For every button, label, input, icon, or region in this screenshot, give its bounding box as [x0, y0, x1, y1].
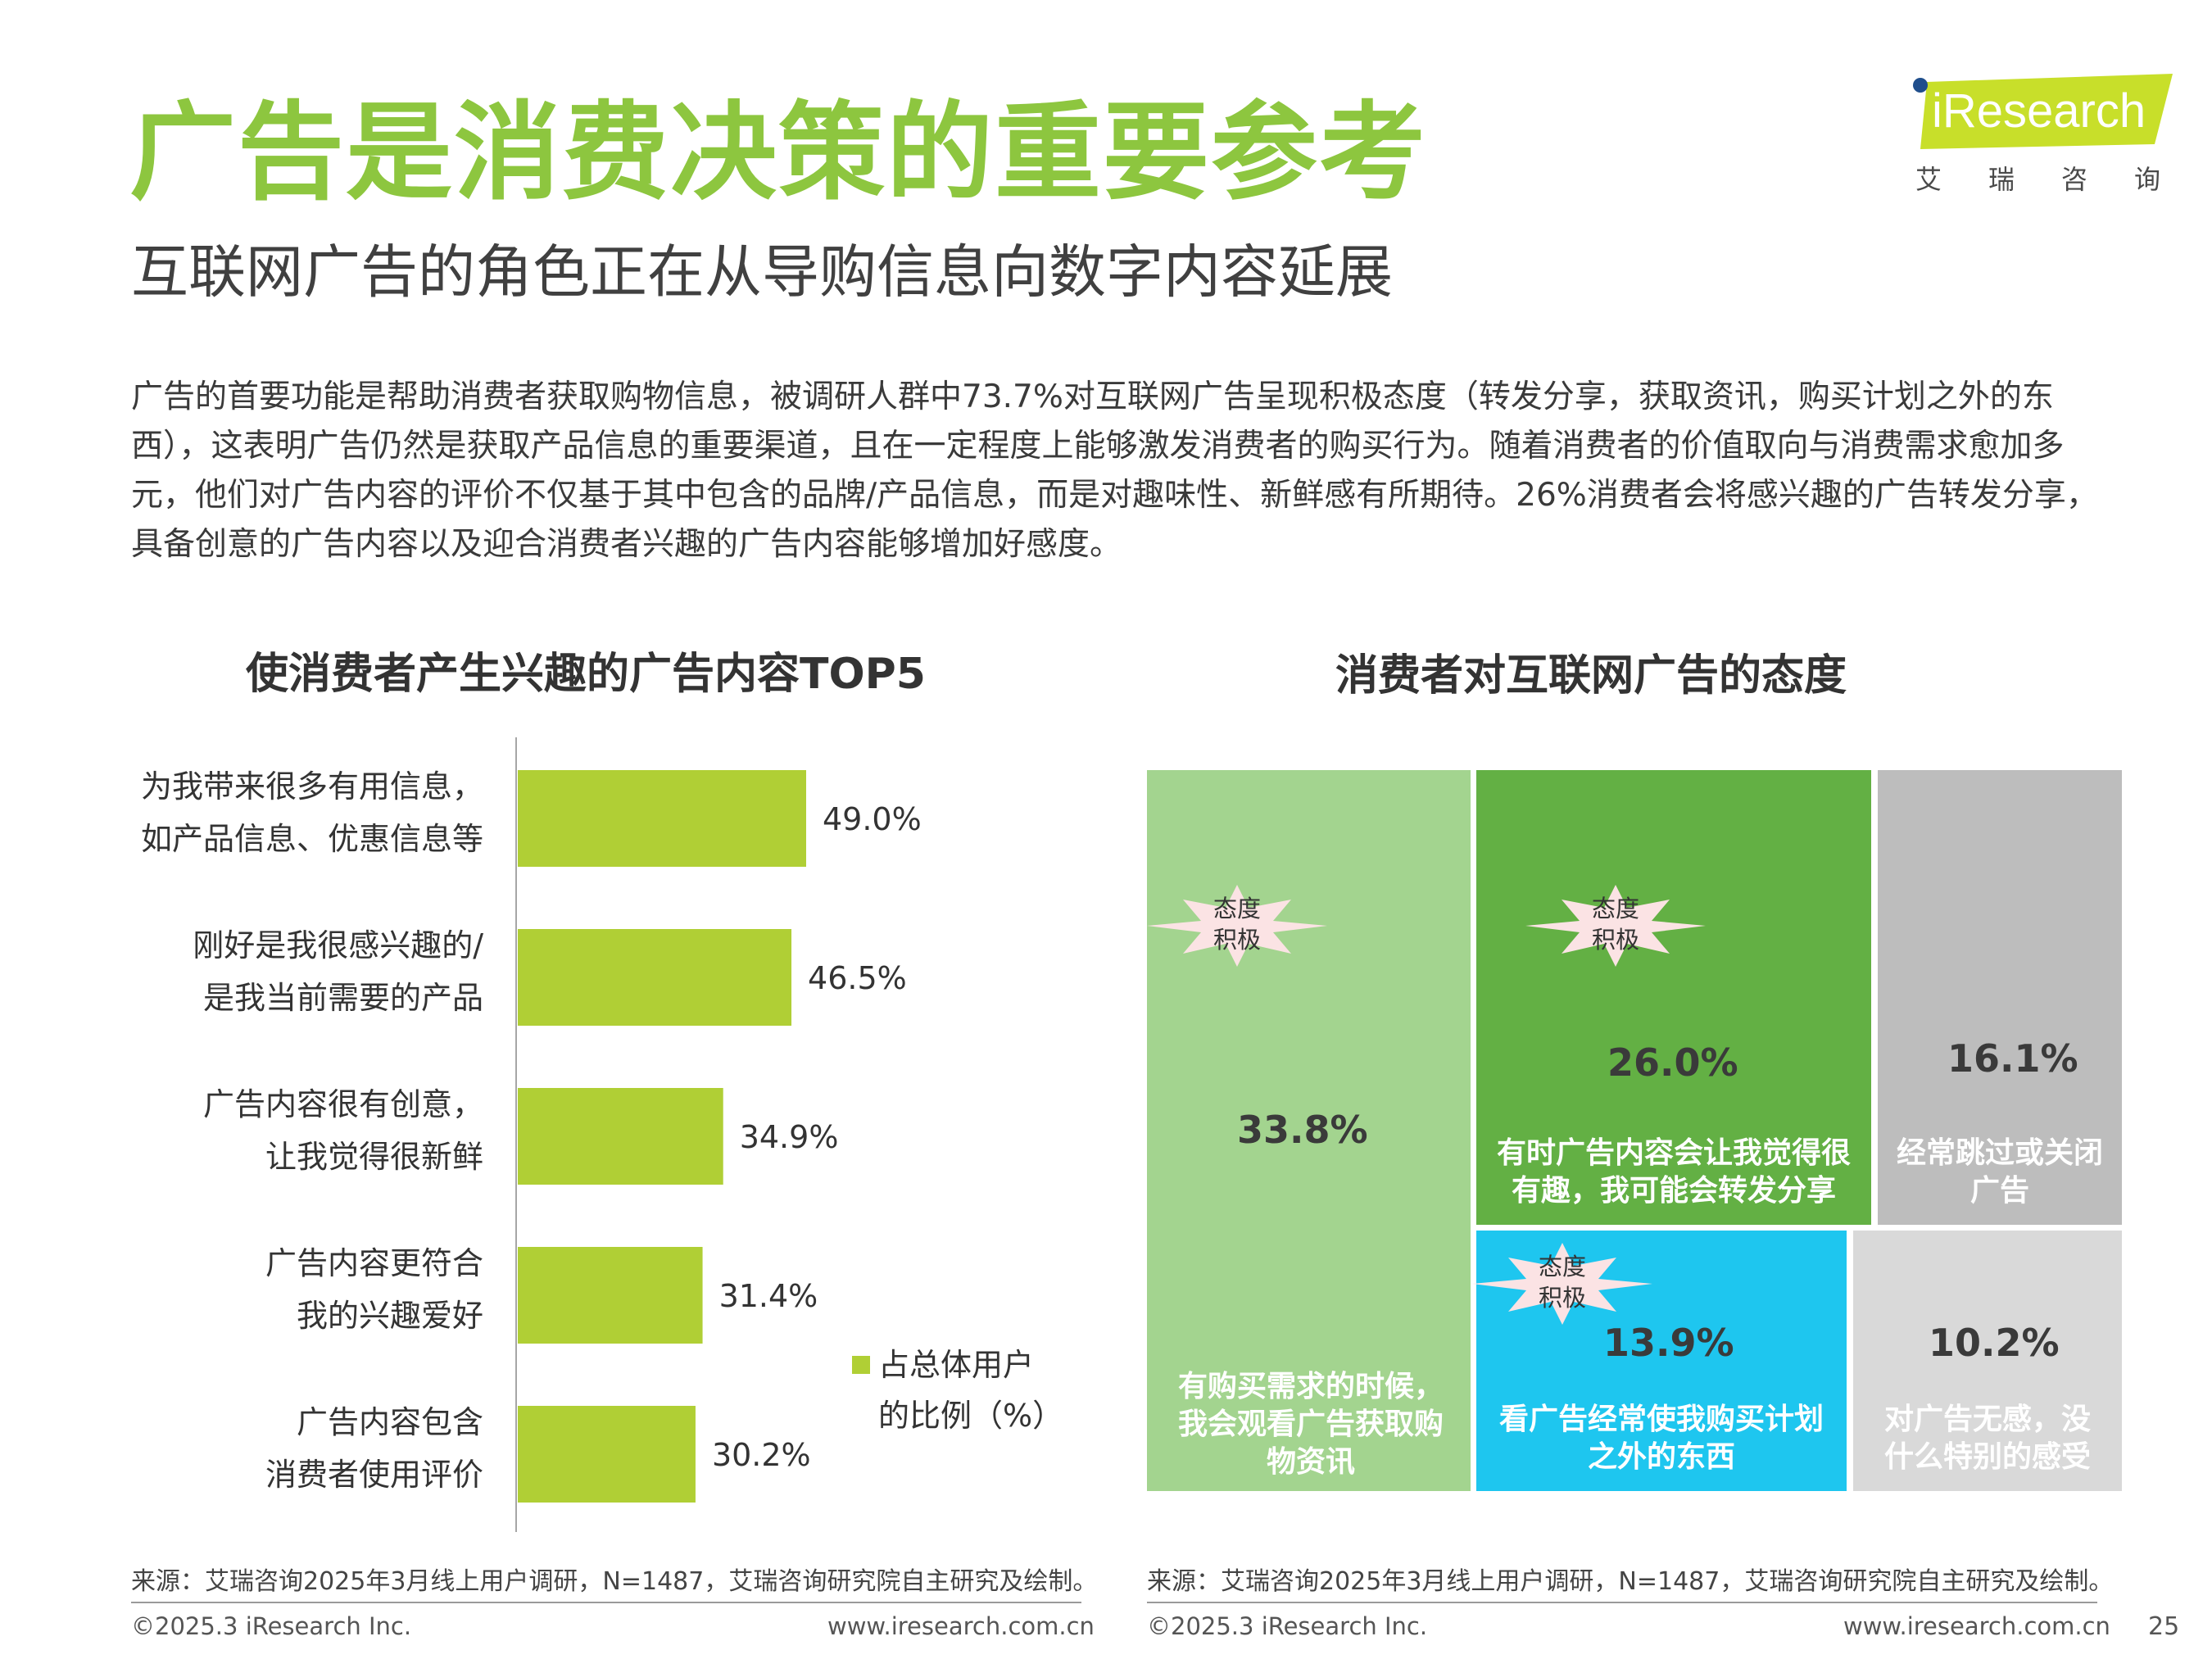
treemap-tile: 态度 积极 33.8% 有购买需求的时候， 我会观看广告获取购 物资讯 — [1147, 770, 1471, 1491]
tile-value: 13.9% — [1603, 1321, 1734, 1365]
tile-label: 对广告无感，没 什么特别的感受 — [1853, 1401, 2122, 1476]
bar-value-label: 34.9% — [740, 1119, 839, 1155]
page-number: 25 — [2148, 1612, 2180, 1641]
badge-text-line-1: 态度 — [1213, 895, 1261, 922]
footer-copyright-left: ©2025.3 iResearch Inc. — [131, 1612, 412, 1640]
tile-label: 有时广告内容会让我觉得很 有趣，我可能会转发分享 — [1476, 1135, 1871, 1210]
tile-label: 有购买需求的时候， 我会观看广告获取购 物资讯 — [1151, 1368, 1471, 1481]
footer-copyright-right: ©2025.3 iResearch Inc. — [1147, 1612, 1428, 1640]
category-label: 让我觉得很新鲜 — [265, 1139, 483, 1175]
badge-text-line-1: 态度 — [1591, 895, 1639, 922]
tile-label-line: 广告 — [1969, 1174, 2029, 1208]
tile-label-line: 有时广告内容会让我觉得很 — [1496, 1136, 1851, 1170]
iresearch-logo: iResearch 艾瑞咨询 — [1909, 74, 2179, 197]
treemap-tile: 态度 积极 26.0% 有时广告内容会让我觉得很 有趣，我可能会转发分享 — [1476, 770, 1871, 1225]
tile-label-line: 物资讯 — [1266, 1445, 1355, 1479]
bar — [518, 1247, 703, 1344]
badge-text-line-2: 积极 — [1538, 1284, 1586, 1312]
badge-text-line-1: 态度 — [1538, 1253, 1586, 1281]
footer-divider-left — [131, 1602, 1081, 1603]
category-label: 为我带来很多有用信息， — [141, 768, 483, 805]
treemap-chart: 态度 积极 33.8% 有购买需求的时候， 我会观看广告获取购 物资讯 态度 积… — [1147, 770, 2122, 1491]
bar — [518, 929, 792, 1026]
tile-label-line: 什么特别的感受 — [1883, 1440, 2091, 1474]
bar-value-label: 46.5% — [808, 960, 907, 996]
tile-label-line: 对广告无感，没 — [1883, 1403, 2091, 1436]
starburst-badge-icon — [1472, 1243, 1652, 1325]
legend-label-line-2: 的比例（%） — [878, 1398, 1064, 1434]
tile-label-line: 有趣，我可能会转发分享 — [1511, 1174, 1836, 1208]
badge-positive: 态度 积极 — [1472, 1243, 1652, 1325]
badge-text-line-2: 积极 — [1591, 926, 1639, 954]
bar-value-label: 49.0% — [823, 801, 922, 837]
intro-paragraph: 广告的首要功能是帮助消费者获取购物信息，被调研人群中73.7%对互联网广告呈现积… — [131, 378, 2098, 563]
bar-value-label: 30.2% — [712, 1437, 811, 1473]
logo-chinese-name: 艾瑞咨询 — [1915, 164, 2208, 195]
treemap-tile: 态度 积极 13.9% 看广告经常使我购买计划 之外的东西 — [1472, 1231, 1847, 1491]
tile-value: 16.1% — [1947, 1036, 2078, 1081]
category-label: 是我当前需要的产品 — [203, 980, 483, 1016]
tile-label: 经常跳过或关闭 广告 — [1878, 1135, 2122, 1210]
badge-text-line-2: 积极 — [1213, 926, 1261, 954]
bar-chart: 49.0% 为我带来很多有用信息， 如产品信息、优惠信息等 46.5% 刚好是我很感兴趣… — [123, 729, 1106, 1548]
tile-label-line: 之外的东西 — [1587, 1440, 1735, 1474]
page-subtitle: 互联网广告的角色正在从导购信息向数字内容延展 — [131, 238, 1393, 306]
tile-label: 看广告经常使我购买计划 之外的东西 — [1476, 1401, 1847, 1476]
treemap-title: 消费者对互联网广告的态度 — [1335, 651, 1847, 700]
bar-chart-title: 使消费者产生兴趣的广告内容TOP5 — [246, 650, 926, 699]
tile-value: 26.0% — [1607, 1040, 1738, 1085]
legend-label-line-1: 占总体用户 — [878, 1347, 1035, 1383]
tile-value: 33.8% — [1237, 1108, 1368, 1152]
category-label: 消费者使用评价 — [265, 1457, 483, 1493]
tile-label-line: 我会观看广告获取购 — [1177, 1407, 1444, 1441]
page-title: 广告是消费决策的重要参考 — [129, 90, 1428, 215]
tile-label-line: 看广告经常使我购买计划 — [1498, 1403, 1824, 1436]
category-label: 如产品信息、优惠信息等 — [141, 821, 483, 857]
category-label: 广告内容很有创意， — [203, 1086, 483, 1122]
bar-value-label: 31.4% — [719, 1278, 818, 1314]
treemap-tile: 10.2% 对广告无感，没 什么特别的感受 — [1853, 1231, 2122, 1491]
bar — [518, 1088, 723, 1185]
starburst-badge-icon — [1525, 885, 1706, 967]
legend-swatch — [852, 1356, 870, 1374]
source-note-left: 来源：艾瑞咨询2025年3月线上用户调研，N=1487，艾瑞咨询研究院自主研究及… — [131, 1567, 1098, 1596]
tile-value: 10.2% — [1929, 1321, 2060, 1365]
category-label: 我的兴趣爱好 — [297, 1298, 483, 1334]
bar — [518, 770, 806, 867]
logo-badge-shape — [1913, 74, 2173, 149]
badge-positive: 态度 积极 — [1525, 885, 1706, 967]
tile-label-line: 经常跳过或关闭 — [1896, 1136, 2103, 1170]
footer-divider-right — [1147, 1602, 2097, 1603]
category-label: 刚好是我很感兴趣的/ — [193, 927, 483, 963]
logo-wordmark: iResearch — [1932, 84, 2146, 138]
bar — [518, 1406, 696, 1503]
category-label: 广告内容更符合 — [265, 1245, 483, 1281]
source-note-right: 来源：艾瑞咨询2025年3月线上用户调研，N=1487，艾瑞咨询研究院自主研究及… — [1147, 1567, 2114, 1596]
badge-positive: 态度 积极 — [1147, 885, 1327, 967]
bar-chart-svg: 49.0% 为我带来很多有用信息， 如产品信息、优惠信息等 46.5% 刚好是我很感兴趣… — [141, 737, 922, 1532]
tile-label-line: 有购买需求的时候， — [1177, 1370, 1444, 1403]
footer-url-left: www.iresearch.com.cn — [827, 1612, 1095, 1640]
starburst-badge-icon — [1147, 885, 1327, 967]
category-label: 广告内容包含 — [297, 1404, 483, 1440]
treemap-tile: 16.1% 经常跳过或关闭 广告 — [1878, 770, 2122, 1225]
footer-url-right: www.iresearch.com.cn — [1843, 1612, 2110, 1640]
